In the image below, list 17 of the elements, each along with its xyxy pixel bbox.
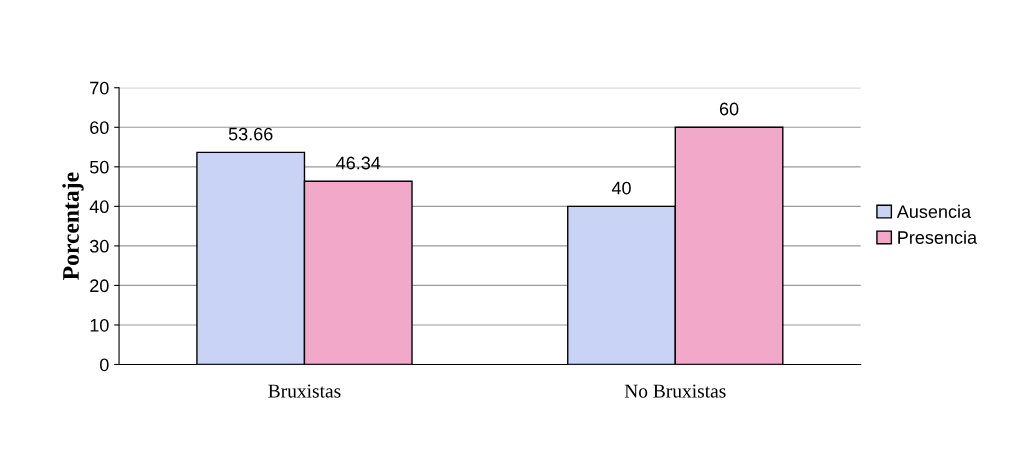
x-tick-label: Bruxistas [268, 384, 341, 398]
data-label: 46.34 [336, 156, 381, 170]
x-tick-label: No Bruxistas [624, 384, 726, 398]
data-label: 53.66 [228, 127, 273, 141]
y-tick-label: 20 [90, 279, 109, 293]
y-tick-label: 60 [90, 121, 109, 135]
y-tick-label: 70 [90, 81, 109, 95]
y-tick-label: 0 [100, 358, 109, 372]
y-axis-title: Porcentaje [62, 172, 84, 280]
legend-label: Presencia [898, 230, 978, 244]
y-tick-label: 50 [89, 160, 109, 174]
legend-label: Ausencia [896, 204, 972, 219]
y-tick-label: 40 [89, 200, 109, 214]
data-label: 60 [719, 102, 739, 116]
y-tick-label: 30 [89, 239, 109, 253]
data-label: 40 [611, 181, 631, 195]
y-tick-label: 10 [90, 318, 109, 332]
